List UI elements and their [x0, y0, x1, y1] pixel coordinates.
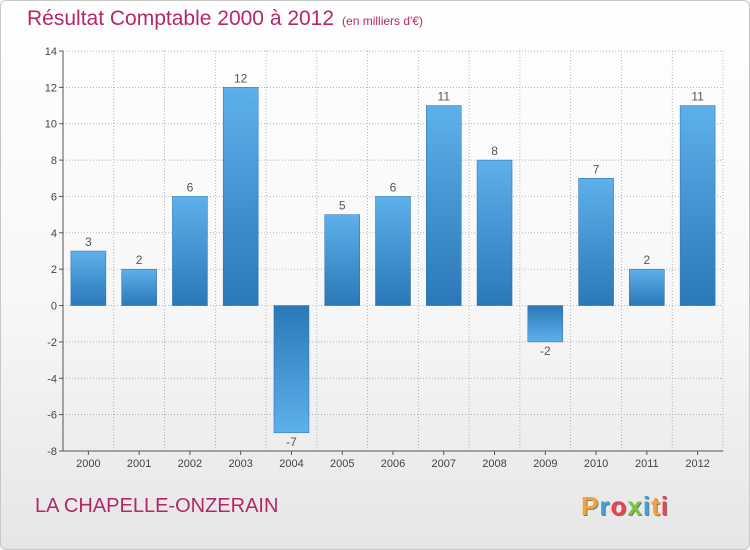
- x-tick-label: 2000: [76, 458, 100, 470]
- y-tick-label: 10: [45, 119, 57, 131]
- y-tick-label: -4: [47, 373, 57, 385]
- y-tick-label: 4: [51, 228, 57, 240]
- bar-2003[interactable]: [222, 87, 259, 306]
- logo-letter: t: [651, 491, 661, 521]
- x-tick-label: 2001: [127, 458, 151, 470]
- x-tick-label: 2008: [482, 458, 506, 470]
- label-layer: 3 2 6 12 -7 5 6 11 8 -2 7 2 11: [85, 71, 704, 448]
- bar-2006[interactable]: [375, 196, 411, 306]
- y-tick-label: 0: [51, 301, 57, 313]
- data-label: 2: [644, 253, 651, 267]
- logo-letter: P: [581, 491, 600, 521]
- y-tick-label: -8: [47, 446, 57, 458]
- chart-subtitle: (en milliers d'€): [342, 14, 424, 28]
- data-label: 11: [438, 90, 451, 104]
- bar-2001[interactable]: [121, 268, 157, 306]
- bar-2004[interactable]: [273, 305, 310, 434]
- proxiti-logo[interactable]: Proxiti: [581, 491, 669, 522]
- data-label: 8: [491, 144, 498, 158]
- bar-2011[interactable]: [629, 268, 665, 306]
- x-tick-label: 2007: [432, 458, 456, 470]
- data-label: 11: [691, 90, 704, 104]
- logo-letter: x: [627, 491, 643, 521]
- axis-layer: -8 -6 -4 -2 0 2 4 6 8 10 12 14 2000 2001 2002 2003 2004 2…: [45, 46, 723, 470]
- data-label: 6: [390, 180, 397, 194]
- x-tick-label: 2006: [381, 458, 405, 470]
- bar-2008[interactable]: [476, 159, 513, 306]
- y-tick-label: 8: [51, 155, 57, 167]
- logo-letter: r: [599, 491, 611, 521]
- bar-2012[interactable]: [679, 105, 716, 306]
- bar-2009[interactable]: [527, 305, 564, 343]
- x-tick-label: 2005: [330, 458, 354, 470]
- data-label: 2: [136, 253, 143, 267]
- x-tick-label: 2003: [228, 458, 252, 470]
- y-tick-label: 14: [45, 46, 57, 58]
- x-tick-label: 2004: [279, 458, 303, 470]
- bar-2010[interactable]: [578, 178, 614, 306]
- title-row: Résultat Comptable 2000 à 2012 (en millie…: [27, 7, 423, 31]
- data-label: 12: [234, 71, 248, 85]
- chart-title: Résultat Comptable 2000 à 2012: [27, 7, 335, 30]
- y-tick-label: 6: [51, 191, 57, 203]
- data-label: 7: [593, 162, 600, 176]
- logo-letter: i: [642, 491, 652, 521]
- logo-letter: i: [660, 491, 669, 521]
- data-label: 6: [187, 180, 194, 194]
- y-tick-label: 12: [45, 82, 57, 94]
- bar-2000[interactable]: [70, 250, 107, 306]
- commune-name: LA CHAPELLE-ONZERAIN: [35, 495, 279, 517]
- y-tick-label: -6: [47, 410, 57, 422]
- data-label: 5: [339, 199, 346, 213]
- x-tick-label: 2010: [584, 458, 608, 470]
- x-tick-label: 2011: [635, 458, 659, 470]
- y-tick-label: -2: [47, 337, 57, 349]
- y-tick-label: 2: [51, 264, 57, 276]
- logo-letter: o: [610, 491, 628, 521]
- data-label: -7: [286, 435, 297, 449]
- data-label: -2: [540, 344, 551, 358]
- bar-2007[interactable]: [426, 105, 462, 306]
- bar-2002[interactable]: [172, 196, 208, 306]
- x-tick-label: 2002: [178, 458, 202, 470]
- x-tick-label: 2012: [685, 458, 709, 470]
- bar-layer: [70, 87, 716, 434]
- data-label: 3: [85, 235, 92, 249]
- bar-2005[interactable]: [324, 214, 360, 306]
- x-tick-label: 2009: [533, 458, 557, 470]
